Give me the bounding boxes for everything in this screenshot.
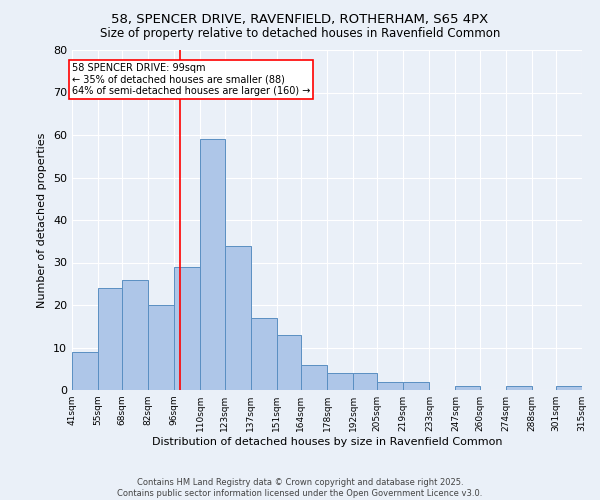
Bar (556, 386, 582, 390)
Bar (377, 382, 403, 390)
Text: Size of property relative to detached houses in Ravenfield Common: Size of property relative to detached ho… (100, 28, 500, 40)
Bar (455, 386, 479, 390)
Bar (72, 352, 98, 390)
Y-axis label: Number of detached properties: Number of detached properties (37, 132, 47, 308)
Bar (224, 246, 251, 390)
Bar (200, 139, 224, 390)
Bar (506, 386, 532, 390)
Bar (175, 267, 200, 390)
X-axis label: Distribution of detached houses by size in Ravenfield Common: Distribution of detached houses by size … (152, 437, 502, 447)
Text: Contains HM Land Registry data © Crown copyright and database right 2025.
Contai: Contains HM Land Registry data © Crown c… (118, 478, 482, 498)
Text: 58 SPENCER DRIVE: 99sqm
← 35% of detached houses are smaller (88)
64% of semi-de: 58 SPENCER DRIVE: 99sqm ← 35% of detache… (72, 62, 310, 96)
Bar (277, 335, 301, 390)
Bar (403, 382, 430, 390)
Bar (251, 318, 277, 390)
Bar (122, 280, 148, 390)
Bar (301, 364, 327, 390)
Bar (353, 373, 377, 390)
Bar (327, 373, 353, 390)
Bar (148, 305, 175, 390)
Text: 58, SPENCER DRIVE, RAVENFIELD, ROTHERHAM, S65 4PX: 58, SPENCER DRIVE, RAVENFIELD, ROTHERHAM… (112, 12, 488, 26)
Bar (98, 288, 122, 390)
